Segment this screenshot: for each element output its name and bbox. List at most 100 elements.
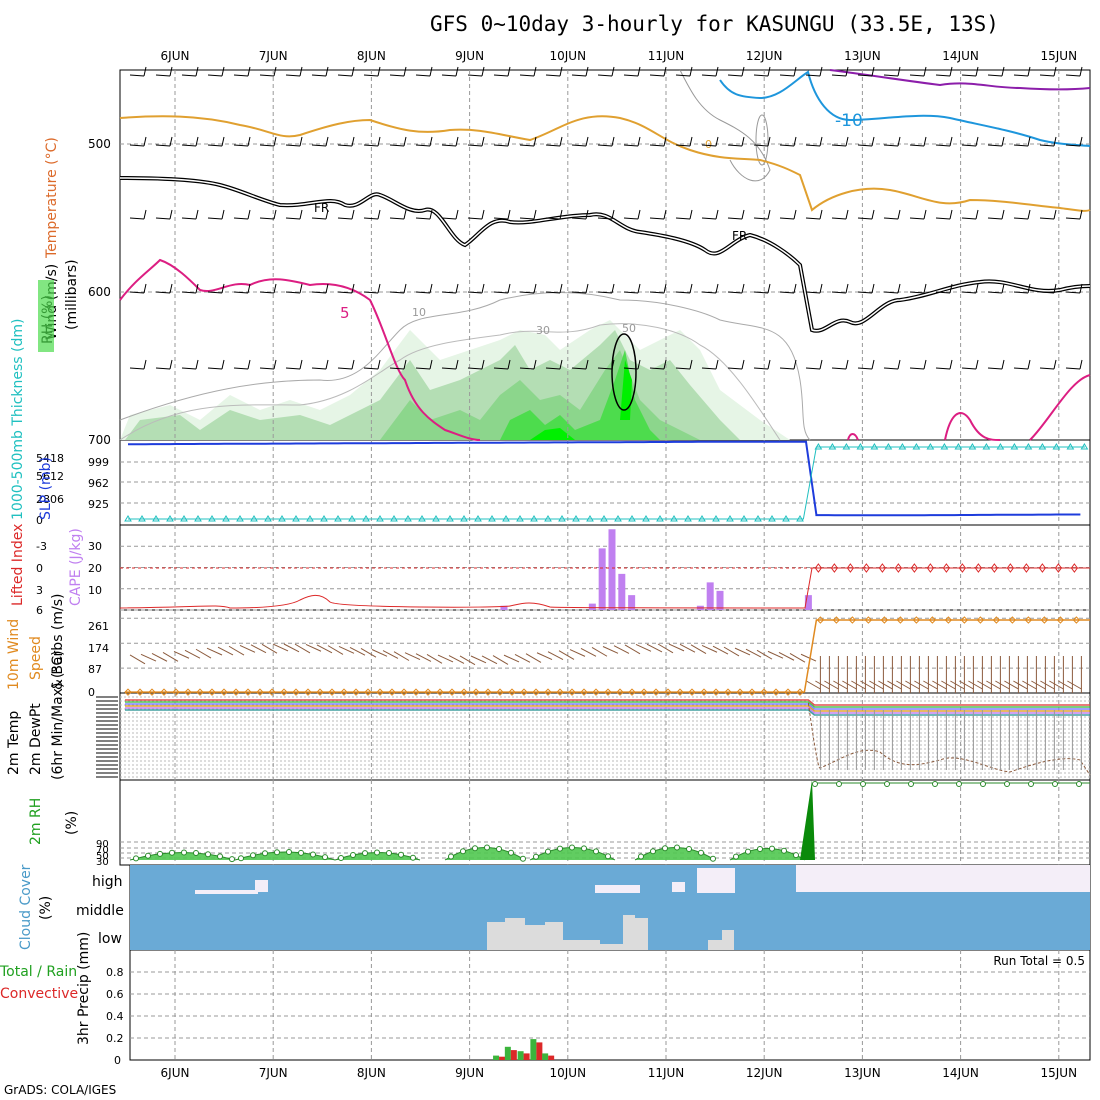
wind-barb-tick (143, 359, 147, 370)
cloud-level-middle: middle (76, 903, 124, 919)
date-label-top: 13JUN (844, 49, 881, 63)
rh2m-marker (605, 853, 611, 860)
wind-barb (935, 144, 951, 147)
wind-barb (519, 144, 535, 147)
cloud-low-block (487, 918, 648, 950)
thickness-marker (982, 443, 991, 450)
wind-barb-tick (793, 359, 797, 370)
wind-barb (883, 217, 899, 220)
wind-barb (831, 217, 847, 220)
date-label-bottom: 9JUN (455, 1066, 484, 1080)
wind-barb-tick (871, 209, 875, 220)
wind-barb (181, 291, 197, 294)
rh2m-marker (350, 851, 356, 858)
wind10-barb (426, 654, 443, 664)
date-label-top: 10JUN (550, 49, 587, 63)
ylabel-wind-barbs: & Barbs (m/s) (50, 593, 66, 690)
wind-barb (233, 217, 249, 220)
date-label-top: 15JUN (1041, 49, 1078, 63)
wind10-barb (679, 643, 696, 653)
wind10-barb-d (986, 680, 1001, 690)
temp2m-ylabels2: 2m DewPt (28, 703, 44, 775)
wind-barb (779, 74, 795, 77)
wind-barb-tick (221, 359, 225, 370)
wind-barb (987, 291, 1003, 294)
rh2m-tick: 50 (96, 851, 109, 862)
wind-barb-tick (143, 136, 147, 147)
wind10-barb (569, 649, 586, 657)
thickness-marker (814, 443, 823, 450)
li-tick: -3 (36, 540, 47, 553)
temp-line-plus5b (944, 374, 1091, 441)
wind-barb-tick (689, 136, 693, 147)
wind-barb-tick (325, 209, 329, 220)
wind10-speed-marker (960, 616, 969, 624)
li-marker (990, 563, 999, 573)
wind-barb-tick (559, 136, 563, 147)
wind-barb-tick (871, 136, 875, 147)
wind-barb (285, 291, 301, 294)
wind-barb (363, 217, 379, 220)
wind-barb (1039, 367, 1055, 370)
thickness-marker (796, 515, 804, 522)
wind-barb (753, 74, 769, 77)
wind-barb (467, 367, 483, 370)
precip-run-total: Run Total = 0.5 (993, 954, 1085, 968)
wind10-barb (536, 652, 553, 661)
wind10-speed-marker (472, 688, 480, 696)
wind10-barb (756, 649, 773, 660)
wind10-barb (525, 653, 542, 663)
wind10-barb (459, 655, 476, 666)
temp2m-ylabels3: (6hr Min/Max) (°C) (50, 650, 66, 780)
cloud-ylabels2: (%) (38, 896, 54, 920)
wind-barb (935, 217, 951, 220)
ylabel-6hr-minmax: (6hr Min/Max) (°C) (50, 650, 66, 780)
wind10-tick: 261 (88, 620, 109, 633)
wind-barb-tick (689, 283, 693, 294)
thickness-marker (502, 515, 510, 522)
wind10-speed-marker (616, 688, 624, 696)
wind-barb-tick (637, 209, 641, 220)
ylabel-thickness: 1000-500mb Thickness (dm) (10, 319, 26, 520)
wind-barb (441, 367, 457, 370)
wind10-speed-marker (688, 688, 696, 696)
wind10-speed-marker (928, 616, 937, 624)
thickness-marker (754, 515, 762, 522)
thickness-marker (856, 443, 865, 450)
rh2m-top-marker (1004, 781, 1010, 787)
wind10-barb-d (851, 680, 866, 690)
wind10-speed-marker (556, 688, 564, 696)
thickness-marker (278, 515, 286, 522)
wind-barb-tick (325, 359, 329, 370)
chart-title: GFS 0~10day 3-hourly for KASUNGU (33.5E,… (430, 12, 999, 36)
thickness-marker (488, 515, 496, 522)
wind-barb (155, 291, 171, 294)
rh2m-marker (745, 848, 751, 855)
wind10-barb (646, 643, 663, 653)
wind-barb-tick (273, 66, 277, 77)
wind10-speed-marker (316, 688, 324, 696)
wind-barb-tick (897, 283, 901, 294)
wind-barb-tick (195, 66, 199, 77)
wind-barb (155, 74, 171, 77)
wind-barb (181, 74, 197, 77)
upper-ylabels-mb: (millibars) (64, 259, 80, 330)
wind-barb-tick (377, 283, 381, 294)
contour-label-0: 0 (705, 138, 712, 151)
slp-tick: 999 (88, 456, 109, 469)
wind10-speed-marker (796, 688, 804, 696)
wind-barb-tick (949, 136, 953, 147)
rh2m-tick: 30 (96, 857, 109, 868)
wind-barb-tick (793, 66, 797, 77)
wind-barb (285, 74, 301, 77)
wind10-barb (580, 648, 597, 657)
precip-conv-bar (523, 1053, 530, 1060)
wind-barb (1039, 291, 1055, 294)
wind10-speed-marker (256, 688, 264, 696)
wind-barb-tick (221, 209, 225, 220)
wind10-barb (294, 643, 311, 654)
wind-barb-tick (533, 66, 537, 77)
wind-barb-tick (689, 359, 693, 370)
wind10-barb (206, 647, 223, 656)
wind-barb-tick (299, 359, 303, 370)
